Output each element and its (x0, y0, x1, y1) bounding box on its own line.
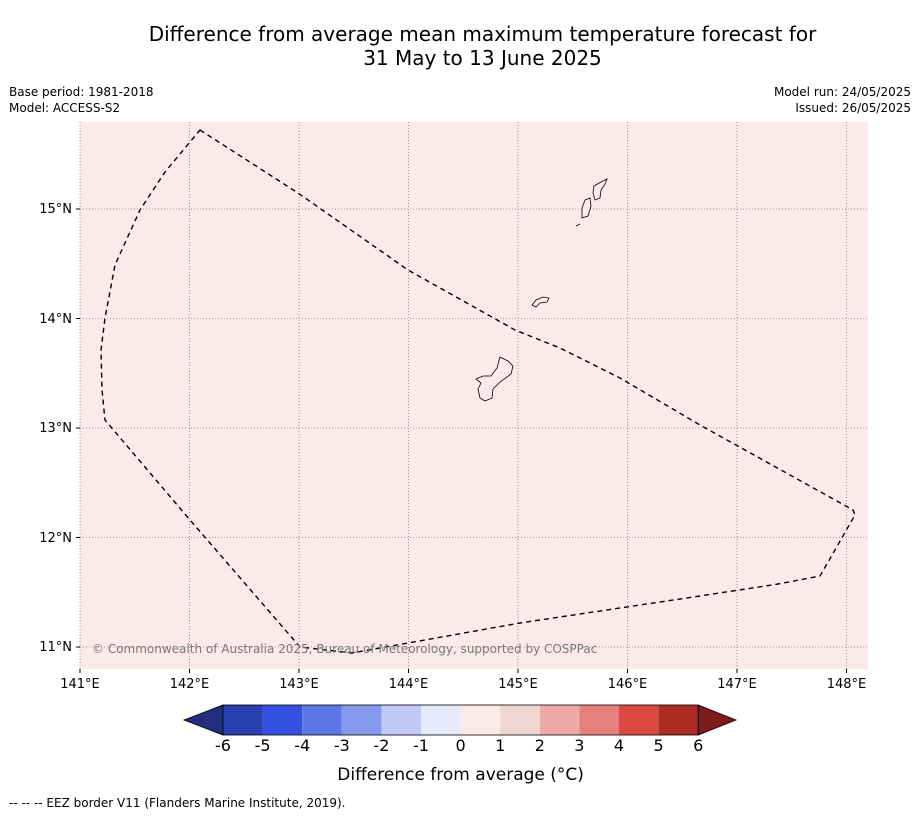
colorbar-bin-6 (421, 705, 461, 735)
island-guam (475, 356, 514, 402)
islands (475, 178, 608, 402)
cbar-tick-3: 3 (574, 736, 584, 755)
colorbar (182, 704, 738, 736)
lat-labels: 15°N 14°N 13°N 12°N 11°N (39, 202, 72, 655)
lat-label-12: 12°N (39, 531, 72, 546)
colorbar-bin-4 (341, 705, 382, 735)
graticule (79, 122, 868, 669)
cbar-tick-6: 6 (693, 736, 703, 755)
cbar-tick-m1: -1 (413, 736, 429, 755)
colorbar-frame (222, 704, 699, 736)
map-background (80, 122, 868, 669)
colorbar-bin-7 (460, 705, 501, 735)
lon-label-148: 148°E (827, 677, 867, 692)
lon-label-145: 145°E (498, 677, 538, 692)
model-run: Model run: 24/05/2025 (773, 85, 911, 99)
colorbar-bin-3 (302, 705, 342, 735)
colorbar-bin-12 (658, 705, 699, 735)
tick-marks (76, 208, 847, 673)
cbar-tick-m2: -2 (373, 736, 389, 755)
lon-label-143: 143°E (279, 677, 319, 692)
colorbar-over-arrow (697, 704, 738, 736)
cbar-tick-5: 5 (654, 736, 664, 755)
colorbar-label: Difference from average (°C) (337, 765, 584, 785)
colorbar-bin-9 (539, 705, 580, 735)
colorbar-bin-2 (262, 705, 303, 735)
colorbar-under-arrow (182, 704, 224, 736)
model-name: Model: ACCESS-S2 (9, 101, 121, 115)
cbar-tick-0: 0 (456, 736, 466, 755)
lat-label-14: 14°N (39, 312, 72, 327)
colorbar-bin-5 (381, 705, 421, 735)
lon-label-147: 147°E (717, 677, 757, 692)
lat-label-11: 11°N (39, 640, 72, 655)
cbar-tick-2: 2 (535, 736, 545, 755)
cbar-tick-m3: -3 (334, 736, 350, 755)
lon-label-146: 146°E (608, 677, 648, 692)
lon-label-141: 141°E (60, 677, 100, 692)
colorbar-bin-10 (579, 705, 619, 735)
meta-left: Base period: 1981-2018 Model: ACCESS-S2 (9, 84, 154, 116)
eez-legend-note: -- -- -- EEZ border V11 (Flanders Marine… (9, 796, 346, 810)
colorbar-bin-8 (500, 705, 540, 735)
copyright-text: © Commonwealth of Australia 2025, Bureau… (92, 642, 597, 656)
base-period: Base period: 1981-2018 (9, 85, 154, 99)
meta-right: Model run: 24/05/2025 Issued: 26/05/2025 (774, 84, 911, 116)
island-rota (531, 296, 550, 308)
title-line-2: 31 May to 13 June 2025 (363, 46, 602, 70)
lat-label-15: 15°N (39, 202, 72, 217)
island-saipan (592, 178, 608, 201)
colorbar-bin-1 (223, 705, 263, 735)
colorbar-bin-11 (619, 705, 659, 735)
colorbar-ticks: -6 -5 -4 -3 -2 -1 0 1 2 3 4 5 6 (215, 736, 703, 755)
island-tinian (581, 197, 592, 219)
cbar-tick-m4: -4 (294, 736, 310, 755)
island-aguijan (575, 223, 581, 227)
chart-title: Difference from average mean maximum tem… (0, 22, 919, 70)
lon-labels: 141°E 142°E 143°E 144°E 145°E 146°E 147°… (60, 677, 866, 692)
cbar-tick-4: 4 (614, 736, 624, 755)
lat-label-13: 13°N (39, 421, 72, 436)
eez-border (100, 129, 856, 654)
cbar-tick-m6: -6 (215, 736, 231, 755)
issued-date: Issued: 26/05/2025 (795, 101, 911, 115)
lon-label-144: 144°E (389, 677, 429, 692)
lon-label-142: 142°E (170, 677, 210, 692)
cbar-tick-1: 1 (495, 736, 505, 755)
cbar-tick-m5: -5 (255, 736, 271, 755)
title-line-1: Difference from average mean maximum tem… (148, 22, 817, 46)
